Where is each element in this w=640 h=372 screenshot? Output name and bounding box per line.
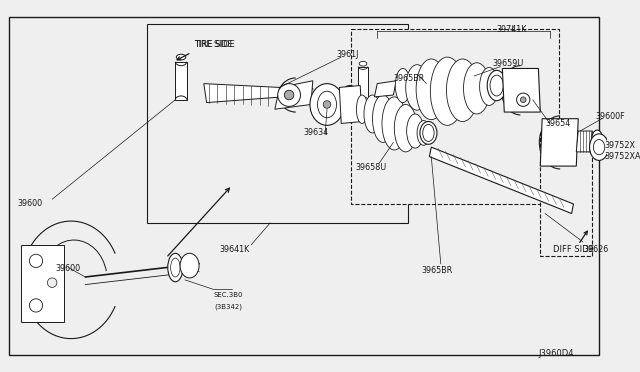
Ellipse shape [487, 70, 506, 101]
Polygon shape [576, 131, 593, 152]
Bar [147, 24, 408, 223]
Ellipse shape [310, 84, 344, 125]
Bar [175, 62, 187, 100]
Ellipse shape [420, 122, 437, 144]
Polygon shape [540, 119, 578, 166]
Text: 3965BR: 3965BR [394, 74, 424, 83]
Text: 39626: 39626 [583, 245, 608, 254]
Bar [540, 133, 593, 256]
Ellipse shape [372, 95, 394, 142]
Ellipse shape [417, 121, 430, 145]
Circle shape [47, 278, 57, 288]
Text: 39741K: 39741K [497, 25, 527, 34]
Ellipse shape [447, 59, 479, 122]
Ellipse shape [364, 95, 381, 133]
Ellipse shape [591, 130, 603, 151]
Circle shape [284, 90, 294, 100]
Polygon shape [21, 245, 65, 323]
Ellipse shape [593, 140, 605, 155]
Text: 39654: 39654 [545, 119, 570, 128]
Text: TIRE SIDE: TIRE SIDE [195, 40, 235, 49]
Ellipse shape [589, 134, 609, 160]
Circle shape [323, 101, 331, 108]
Ellipse shape [396, 68, 410, 103]
Circle shape [29, 299, 43, 312]
Circle shape [520, 97, 526, 103]
Text: 39752X: 39752X [605, 141, 636, 150]
Ellipse shape [356, 95, 368, 124]
Circle shape [29, 254, 43, 267]
Ellipse shape [394, 105, 417, 152]
Text: 39659U: 39659U [493, 59, 524, 68]
Text: 39600: 39600 [17, 199, 42, 208]
Text: TIRE SIDE: TIRE SIDE [195, 40, 233, 49]
Ellipse shape [317, 91, 337, 118]
Polygon shape [339, 86, 362, 124]
Text: 39752XA: 39752XA [605, 152, 640, 161]
Circle shape [516, 93, 530, 106]
Ellipse shape [180, 253, 199, 278]
Ellipse shape [168, 253, 183, 282]
Ellipse shape [171, 258, 180, 277]
Polygon shape [374, 81, 396, 97]
Text: 39600F: 39600F [595, 112, 625, 121]
Ellipse shape [430, 57, 465, 125]
Text: (3B342): (3B342) [214, 304, 242, 310]
Ellipse shape [359, 61, 367, 66]
Bar [351, 29, 559, 204]
Text: 39658U: 39658U [355, 163, 387, 172]
Ellipse shape [416, 59, 447, 120]
Ellipse shape [176, 54, 186, 60]
Text: 39641K: 39641K [220, 245, 250, 254]
Text: 3961J: 3961J [337, 49, 359, 58]
Text: SEC.3B0: SEC.3B0 [213, 292, 243, 298]
Circle shape [278, 84, 300, 106]
Ellipse shape [423, 124, 434, 141]
Ellipse shape [406, 114, 424, 148]
Text: 3965BR: 3965BR [422, 266, 453, 275]
Polygon shape [204, 84, 282, 103]
Text: J3960D4: J3960D4 [538, 349, 574, 358]
Text: 39634: 39634 [303, 128, 328, 137]
Ellipse shape [479, 67, 499, 105]
Ellipse shape [406, 65, 428, 110]
Ellipse shape [463, 63, 490, 114]
Ellipse shape [490, 75, 503, 96]
Ellipse shape [382, 97, 406, 150]
Text: DIFF SIDE: DIFF SIDE [552, 245, 593, 254]
Polygon shape [429, 147, 573, 214]
Polygon shape [502, 68, 540, 112]
Polygon shape [275, 81, 313, 109]
Text: 39600: 39600 [55, 264, 80, 273]
Bar [358, 67, 368, 100]
